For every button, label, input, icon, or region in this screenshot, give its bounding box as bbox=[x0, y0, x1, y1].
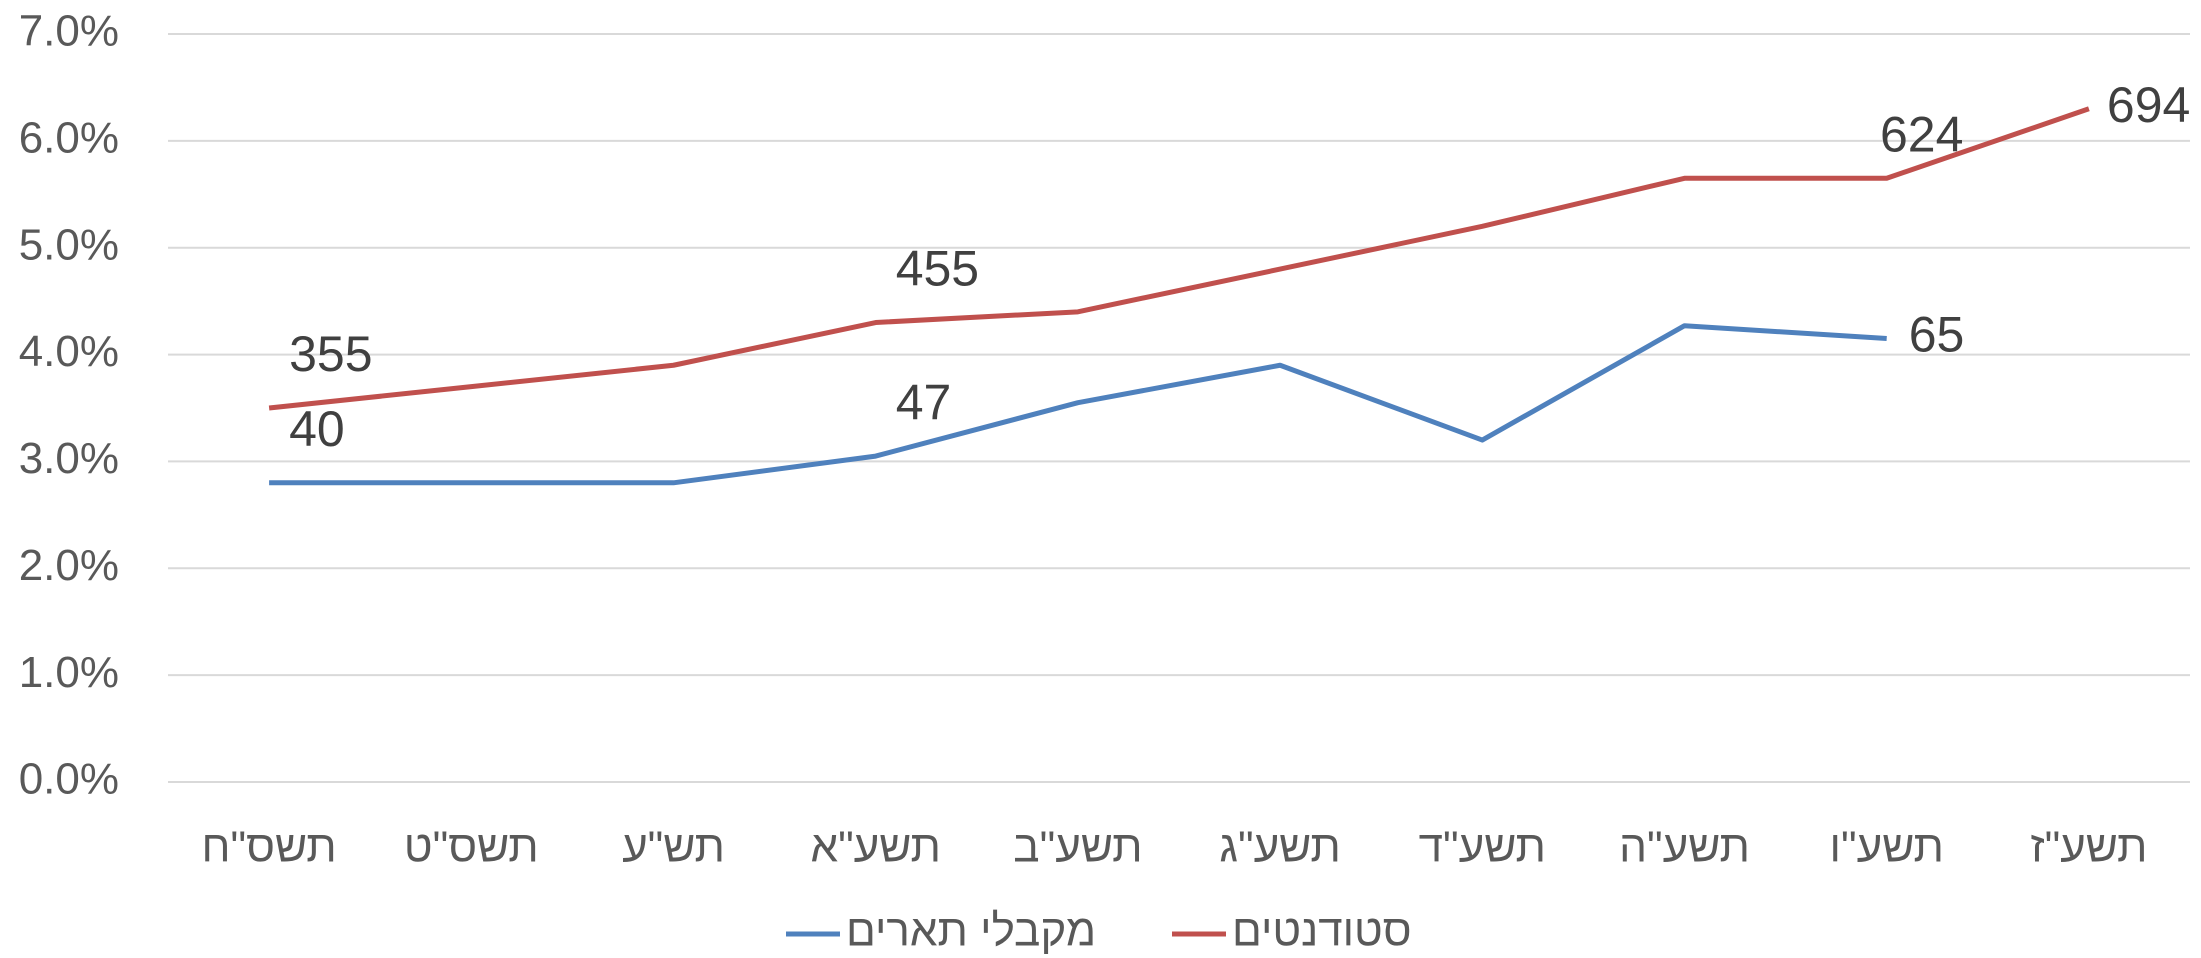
data-label: 455 bbox=[896, 241, 979, 297]
data-label: 47 bbox=[896, 374, 952, 430]
x-tick-label: תשע"ו bbox=[1830, 823, 1944, 872]
series-line bbox=[268, 106, 2090, 411]
data-label: 624 bbox=[1880, 106, 1963, 162]
x-tick-label: תשס"ט bbox=[404, 823, 539, 872]
y-tick-label: 7.0% bbox=[19, 7, 119, 56]
y-tick-label: 1.0% bbox=[19, 648, 119, 697]
x-tick-label: תשע"א bbox=[810, 823, 941, 872]
data-label: 694 bbox=[2107, 77, 2190, 133]
data-label: 65 bbox=[1909, 307, 1965, 363]
x-tick-label: תשע"ד bbox=[1419, 823, 1546, 872]
x-tick-label: תשע"ב bbox=[1013, 823, 1142, 872]
x-tick-label: תשע"ה bbox=[1619, 823, 1750, 872]
legend-label: מקבלי תארים bbox=[846, 907, 1096, 956]
data-label: 40 bbox=[289, 401, 345, 457]
x-tick-label: תשס"ח bbox=[202, 823, 337, 872]
data-label: 355 bbox=[289, 326, 372, 382]
y-tick-label: 4.0% bbox=[19, 327, 119, 376]
y-tick-label: 6.0% bbox=[19, 113, 119, 162]
x-tick-label: תש"ע bbox=[622, 823, 725, 872]
y-tick-label: 3.0% bbox=[19, 434, 119, 483]
x-tick-label: תשע"ג bbox=[1219, 823, 1340, 872]
y-tick-label: 5.0% bbox=[19, 220, 119, 269]
x-tick-label: תשע"ז bbox=[2030, 823, 2147, 872]
series-line bbox=[269, 323, 1887, 486]
y-tick-label: 2.0% bbox=[19, 541, 119, 590]
legend-label: סטודנטים bbox=[1232, 907, 1412, 956]
y-tick-label: 0.0% bbox=[19, 755, 119, 804]
